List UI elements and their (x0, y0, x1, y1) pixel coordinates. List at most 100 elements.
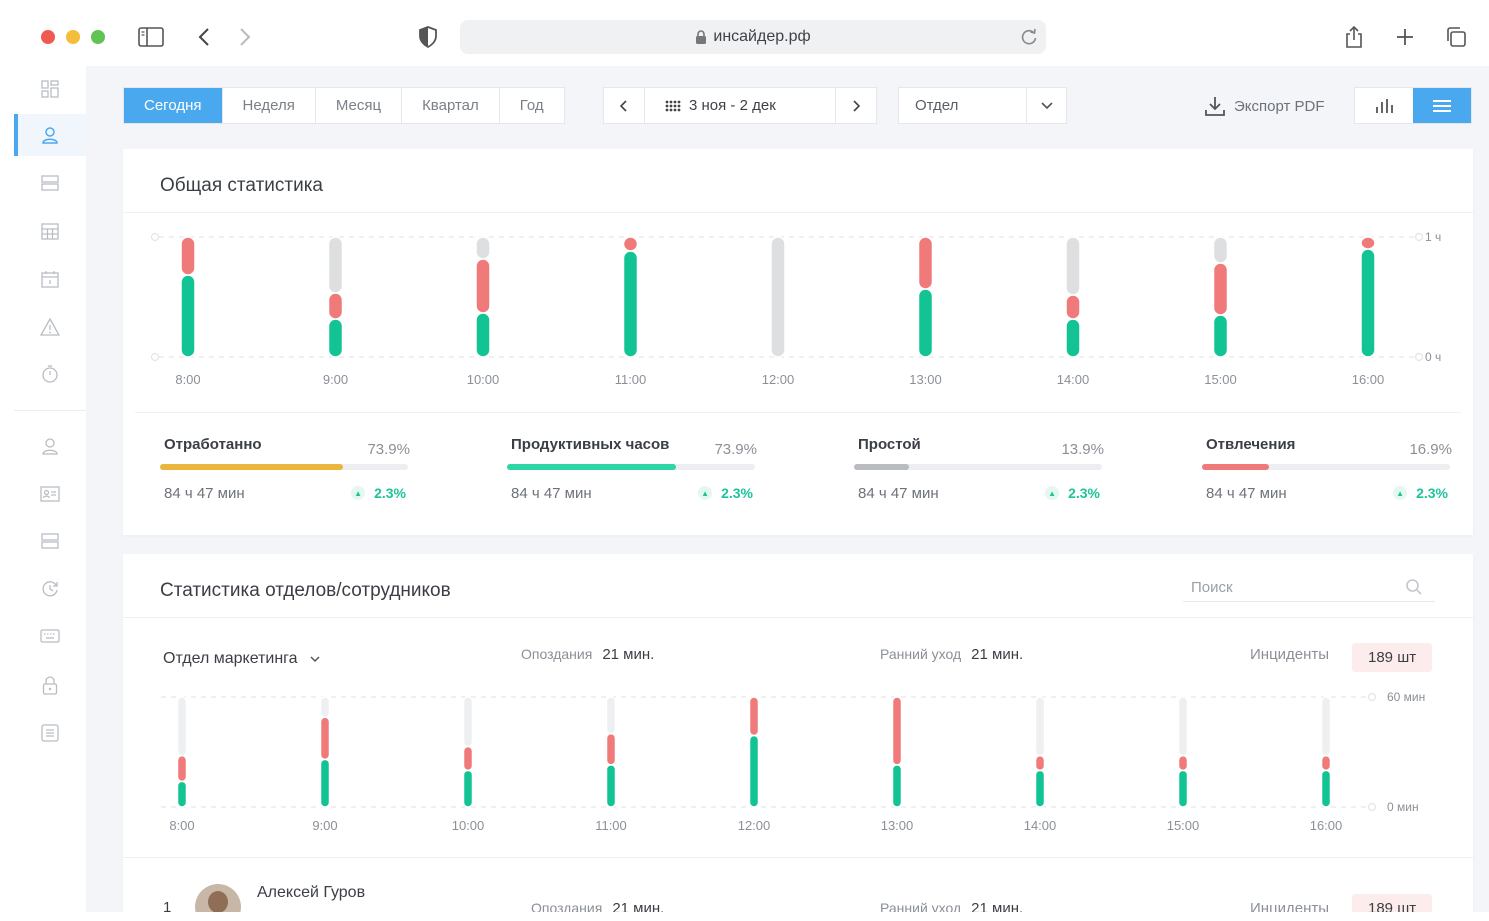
bar-chart-icon (1376, 98, 1393, 113)
stat-delta: ▲ 2.3% (351, 485, 406, 501)
card-header-divider (123, 212, 1473, 213)
calendar-dots-icon (665, 100, 681, 111)
new-tab-icon[interactable] (1390, 22, 1420, 52)
search-input[interactable]: Поиск (1183, 574, 1435, 602)
stat-delta-value: 2.3% (1416, 485, 1448, 501)
bar-segment (770, 236, 786, 358)
department-dropdown[interactable]: Отдел маркетинга (163, 650, 320, 668)
search-icon (1406, 579, 1422, 595)
sidebar-item-reports[interactable] (14, 712, 86, 754)
sidebar-item-history[interactable] (14, 568, 86, 610)
search-placeholder: Поиск (1191, 579, 1233, 596)
stat-name: Простой (858, 436, 921, 453)
bar-segment (748, 734, 760, 808)
reload-icon[interactable] (1018, 26, 1040, 48)
trend-up-icon: ▲ (1045, 486, 1060, 500)
sidebar-item-dashboard[interactable] (14, 68, 86, 110)
stat-name: Отработанно (164, 436, 262, 453)
bar-segment (605, 732, 617, 766)
period-week-button[interactable]: Неделя (223, 88, 316, 123)
stat-percent: 73.9% (714, 441, 757, 458)
bar-segment (1360, 236, 1376, 250)
stat-delta-value: 2.3% (374, 485, 406, 501)
chart-view-button[interactable] (1355, 88, 1413, 123)
period-month-button[interactable]: Месяц (316, 88, 403, 123)
sidebar-item-rows[interactable] (14, 162, 86, 204)
x-tick-label: 11:00 (615, 372, 647, 387)
avatar (195, 884, 241, 912)
x-tick-label: 15:00 (1167, 818, 1200, 833)
sidebar-item-users[interactable] (14, 114, 86, 156)
back-icon[interactable] (189, 22, 219, 52)
chevron-left-icon (620, 99, 627, 112)
bar-segment (1177, 696, 1189, 757)
period-quarter-button[interactable]: Квартал (402, 88, 500, 123)
next-range-button[interactable] (836, 88, 876, 123)
sidebar-item-keyboard[interactable] (14, 615, 86, 657)
employee-early-label: Ранний уход (880, 900, 962, 912)
address-bar[interactable]: инсайдер.рф (460, 20, 1046, 54)
shield-icon[interactable] (413, 22, 443, 52)
period-year-button[interactable]: Год (519, 97, 544, 114)
sidebar-item-incidents[interactable] (14, 306, 86, 348)
stopwatch-icon (42, 365, 58, 383)
stat-progress-track (160, 464, 408, 470)
zoom-window-button[interactable] (91, 30, 105, 44)
share-icon[interactable] (1339, 22, 1369, 52)
sidebar-item-schedule[interactable] (14, 210, 86, 252)
late-label: Опоздания (521, 646, 593, 662)
prev-range-button[interactable] (604, 88, 644, 123)
list-view-button[interactable] (1413, 88, 1471, 123)
bar-segment (176, 754, 188, 783)
period-today-button[interactable]: Сегодня (124, 88, 223, 123)
general-stats-chart: 1 ч 0 ч 8:00 9:00 10:00 11:00 12:00 13:00 14:00 1… (150, 230, 1441, 387)
sidebar-item-profiles[interactable] (14, 473, 86, 515)
sidebar-item-calendar[interactable] (14, 258, 86, 300)
x-tick-label: 14:00 (1057, 372, 1090, 387)
bar-segment (1360, 248, 1376, 358)
forward-icon[interactable] (230, 22, 260, 52)
sidebar-toggle-icon[interactable] (136, 22, 166, 52)
bar-segment (891, 696, 903, 766)
employee-name: Алексей Гуров (257, 884, 366, 901)
x-tick-label: 14:00 (1024, 818, 1057, 833)
employee-rank: 1 (163, 899, 172, 912)
bar-segment (605, 764, 617, 808)
department-select[interactable]: Отдел (898, 87, 1067, 124)
browser-window: инсайдер.рф (14, 0, 1489, 912)
x-tick-label: 9:00 (323, 372, 348, 387)
bar-segment (917, 288, 934, 358)
x-tick-label: 8:00 (175, 372, 200, 387)
card-header-divider (123, 617, 1473, 618)
gridline-end-dot (1414, 232, 1424, 242)
bar-segment (1034, 696, 1046, 757)
history-icon (42, 581, 58, 597)
stat-progress-track (854, 464, 1102, 470)
bar-segment (462, 696, 474, 748)
minimize-window-button[interactable] (66, 30, 80, 44)
sidebar-item-timer[interactable] (14, 353, 86, 395)
calendar-icon (41, 271, 59, 288)
tabs-overview-icon[interactable] (1441, 22, 1471, 52)
bar-segment (1212, 262, 1229, 316)
bar-segment (1065, 236, 1081, 296)
employee-late-label: Опоздания (531, 900, 603, 912)
export-pdf-button[interactable]: Экспорт PDF (1204, 92, 1325, 120)
department-early-leave: Ранний уход 21 мин. (880, 646, 1023, 663)
sidebar-item-employees[interactable] (14, 425, 86, 467)
general-stats-card: Общая статистика 1 ч 0 ч 8:00 9:00 10:00 11:0… (123, 149, 1473, 535)
sidebar-item-security[interactable] (14, 664, 86, 706)
department-select-value: Отдел (915, 97, 959, 114)
employee-incidents-badge: 189 шт (1352, 894, 1433, 912)
date-range-field[interactable]: 3 ноя - 2 дек (644, 88, 836, 123)
sidebar-item-servers[interactable] (14, 520, 86, 562)
gridline-end-dot (1414, 352, 1424, 362)
chevron-down-icon (310, 655, 320, 662)
export-pdf-label: Экспорт PDF (1234, 97, 1325, 115)
date-range-text: 3 ноя - 2 дек (689, 97, 776, 114)
x-tick-label: 13:00 (909, 372, 942, 387)
gridline-end-dot (1367, 692, 1377, 702)
x-tick-label: 12:00 (738, 818, 771, 833)
close-window-button[interactable] (41, 30, 55, 44)
employee-row[interactable]: 1 Алексей Гуров Опоздания 21 мин. Ранний … (123, 857, 1473, 912)
